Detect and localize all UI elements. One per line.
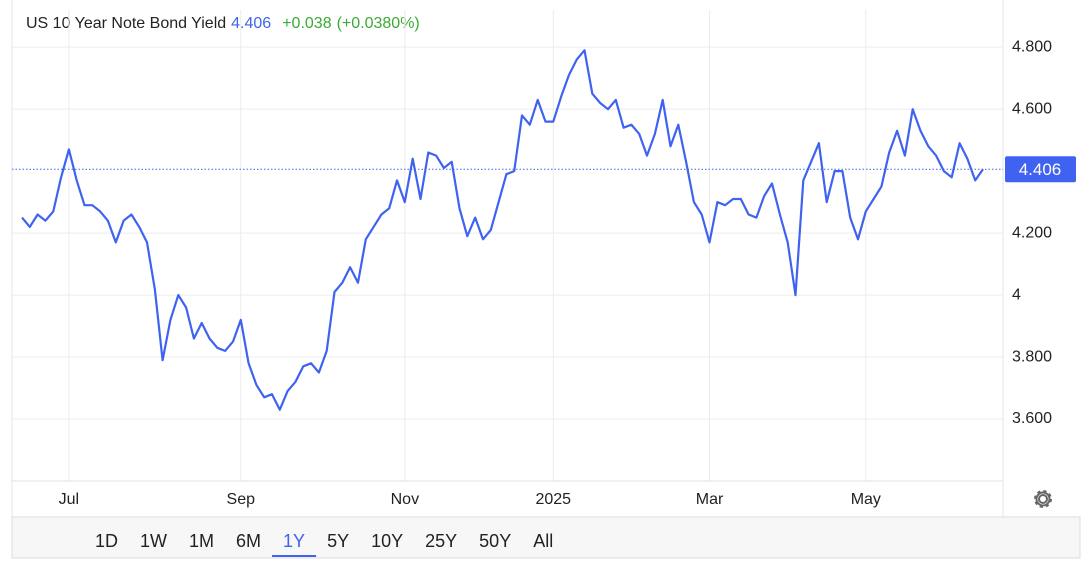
y-tick-label: 3.600 [1012,410,1052,427]
change-percent: (+0.0380%) [337,15,420,32]
y-tick-label: 4 [1012,286,1021,303]
range-button[interactable]: All [533,531,553,551]
range-bar [11,516,1081,559]
y-tick-label: 4.600 [1012,100,1052,117]
range-button[interactable]: 6M [236,531,261,551]
range-button[interactable]: 5Y [327,531,349,551]
x-tick-label: Jul [59,491,79,508]
range-button[interactable]: 1Y [283,531,305,551]
x-tick-label: 2025 [535,491,571,508]
last-value: 4.406 [231,15,271,32]
chart-title: US 10 Year Note Bond Yield [26,15,226,32]
last-value-label: 4.406 [1019,160,1062,179]
y-tick-label: 4.800 [1012,38,1052,55]
change: +0.038 [282,15,331,32]
x-tick-label: May [851,491,881,508]
range-button[interactable]: 25Y [425,531,457,551]
range-button[interactable]: 1M [189,531,214,551]
x-tick-label: Mar [696,491,724,508]
range-button[interactable]: 1D [95,531,118,551]
range-selector: 1D 1W 1M 6M 1Y 5Y 10Y 25Y 50Y All [95,531,553,557]
x-tick-label: Nov [391,491,419,508]
chart-header: US 10 Year Note Bond Yield 4.406 +0.038 … [26,15,420,32]
last-value-box [1005,156,1076,183]
series-line [21,49,984,411]
range-button[interactable]: 50Y [479,531,511,551]
range-button[interactable]: 1W [140,531,167,551]
y-tick-label: 3.800 [1012,348,1052,365]
range-button[interactable]: 10Y [371,531,403,551]
x-tick-label: Sep [227,491,256,508]
y-tick-label: 4.200 [1012,224,1052,241]
settings-icon[interactable] [1034,490,1052,508]
